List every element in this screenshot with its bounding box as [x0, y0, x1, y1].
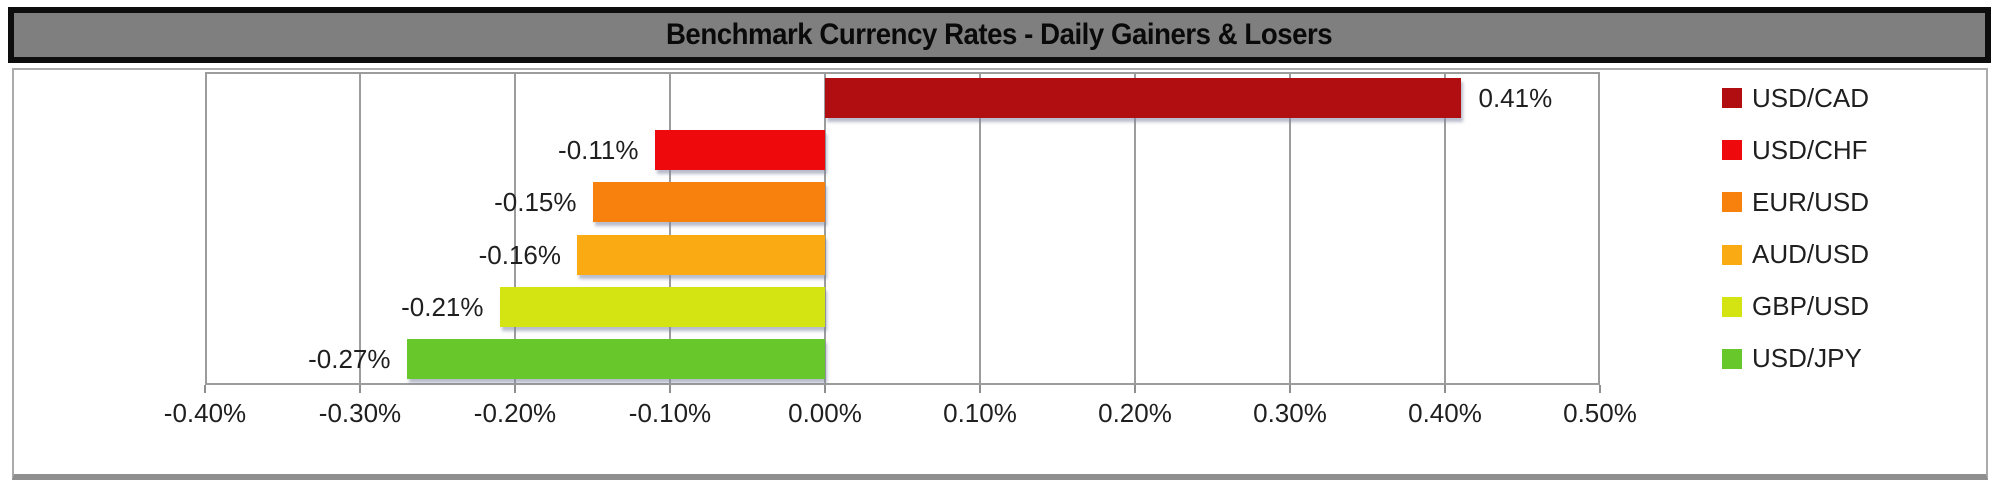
x-axis-tick-label: 0.20% [1098, 398, 1172, 428]
gridline [1289, 72, 1291, 385]
legend-label: AUD/USD [1752, 239, 1870, 270]
legend-item-usd-chf: USD/CHF [1722, 135, 1868, 165]
legend-item-gbp-usd: GBP/USD [1722, 291, 1870, 322]
legend-label: USD/CAD [1752, 82, 1870, 113]
x-axis-tick-label: -0.10% [628, 398, 712, 428]
legend-swatch [1722, 140, 1742, 161]
axis-tick [1134, 385, 1136, 393]
x-axis-tick-label: 0.00% [788, 398, 862, 428]
legend-label: EUR/USD [1752, 186, 1870, 217]
bar-value-label: -0.11% [558, 135, 639, 166]
gridline [1134, 72, 1136, 385]
legend-item-usd-cad: USD/CAD [1722, 83, 1869, 113]
gridline [359, 72, 361, 385]
legend-swatch [1722, 192, 1742, 213]
bar-value-label: -0.15% [494, 187, 577, 218]
gridline [514, 72, 516, 385]
bar-value-label: -0.16% [478, 239, 561, 270]
legend-swatch [1722, 88, 1742, 109]
legend-swatch [1722, 296, 1742, 317]
plot-area [205, 72, 1600, 385]
bar-aud-usd [577, 234, 825, 275]
axis-tick [204, 385, 206, 393]
legend-item-usd-jpy: USD/JPY [1722, 343, 1862, 374]
axis-tick [1599, 385, 1601, 393]
bar-eur-usd [592, 182, 825, 223]
legend-swatch [1722, 348, 1742, 369]
x-axis-tick-label: -0.40% [163, 398, 247, 428]
bar-gbp-usd [499, 286, 825, 327]
axis-tick [824, 385, 826, 393]
axis-tick [979, 385, 981, 393]
x-axis-tick-label: 0.40% [1408, 398, 1482, 428]
gridline [1444, 72, 1446, 385]
axis-tick [1444, 385, 1446, 393]
x-axis-tick-label: -0.20% [473, 398, 557, 428]
chart-title: Benchmark Currency Rates - Daily Gainers… [666, 18, 1333, 51]
legend-label: USD/JPY [1752, 343, 1862, 374]
bar-value-label: -0.27% [308, 343, 391, 374]
bar-usd-cad [825, 78, 1461, 119]
gridline [824, 72, 826, 385]
axis-tick [1289, 385, 1291, 393]
x-axis-tick-label: 0.30% [1253, 398, 1327, 428]
gridline [979, 72, 981, 385]
bar-value-label: 0.41% [1478, 83, 1553, 114]
bar-value-label: -0.21% [401, 291, 484, 322]
legend-swatch [1722, 244, 1742, 265]
gridline [669, 72, 671, 385]
legend-item-aud-usd: AUD/USD [1722, 239, 1870, 270]
legend-label: GBP/USD [1752, 291, 1870, 322]
x-axis-tick-label: 0.10% [943, 398, 1017, 428]
x-axis-tick-label: -0.30% [318, 398, 402, 428]
axis-tick [359, 385, 361, 393]
bar-usd-chf [654, 130, 825, 171]
x-axis-tick-label: 0.50% [1563, 398, 1637, 428]
axis-tick [669, 385, 671, 393]
legend-item-eur-usd: EUR/USD [1722, 187, 1869, 217]
legend-label: USD/CHF [1752, 134, 1868, 165]
axis-tick [514, 385, 516, 393]
bar-usd-jpy [406, 338, 825, 379]
chart-title-banner: Benchmark Currency Rates - Daily Gainers… [8, 7, 1991, 63]
